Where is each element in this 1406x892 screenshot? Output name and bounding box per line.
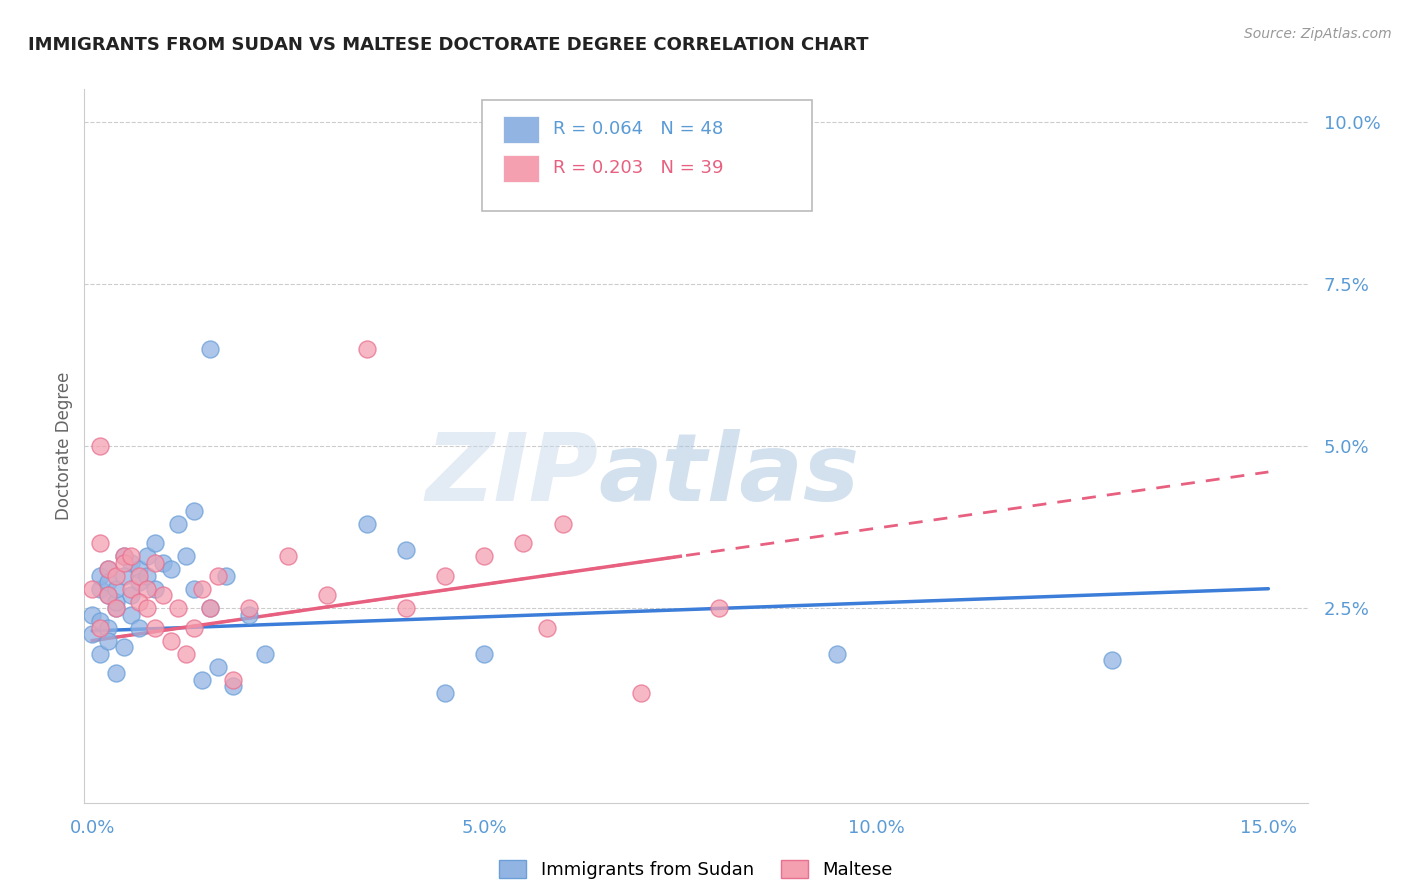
Point bbox=[97, 562, 120, 576]
Point bbox=[120, 582, 142, 596]
Point bbox=[395, 601, 418, 615]
Point bbox=[207, 568, 229, 582]
Point bbox=[104, 582, 127, 596]
Point bbox=[536, 621, 558, 635]
Point bbox=[104, 666, 127, 681]
Point bbox=[198, 342, 221, 356]
Point bbox=[128, 595, 150, 609]
Point bbox=[97, 588, 120, 602]
Point bbox=[136, 568, 159, 582]
Point bbox=[167, 601, 190, 615]
Point bbox=[128, 621, 150, 635]
Point bbox=[89, 568, 111, 582]
Point bbox=[89, 582, 111, 596]
Point bbox=[97, 575, 120, 590]
Point bbox=[222, 673, 245, 687]
Point bbox=[176, 647, 198, 661]
Point bbox=[112, 640, 135, 654]
Point bbox=[551, 516, 574, 531]
Point bbox=[152, 588, 174, 602]
Text: R = 0.064   N = 48: R = 0.064 N = 48 bbox=[553, 120, 723, 138]
Bar bbox=[503, 116, 540, 143]
Point bbox=[238, 601, 260, 615]
Point bbox=[136, 549, 159, 564]
Point bbox=[191, 582, 214, 596]
Point bbox=[82, 582, 104, 596]
Point bbox=[356, 342, 378, 356]
Text: IMMIGRANTS FROM SUDAN VS MALTESE DOCTORATE DEGREE CORRELATION CHART: IMMIGRANTS FROM SUDAN VS MALTESE DOCTORA… bbox=[28, 36, 869, 54]
Point bbox=[82, 627, 104, 641]
Point bbox=[198, 601, 221, 615]
Point bbox=[472, 549, 495, 564]
Point bbox=[356, 516, 378, 531]
Point bbox=[128, 575, 150, 590]
Point bbox=[82, 607, 104, 622]
Point bbox=[630, 685, 652, 699]
Point bbox=[167, 516, 190, 531]
Point bbox=[222, 679, 245, 693]
Point bbox=[143, 556, 166, 570]
Point bbox=[120, 607, 142, 622]
Point bbox=[112, 549, 135, 564]
Point bbox=[128, 562, 150, 576]
Point bbox=[316, 588, 339, 602]
Point bbox=[159, 562, 181, 576]
Point bbox=[238, 607, 260, 622]
Point bbox=[512, 536, 534, 550]
Point bbox=[1101, 653, 1123, 667]
FancyBboxPatch shape bbox=[482, 100, 813, 211]
Point bbox=[120, 556, 142, 570]
Point bbox=[183, 582, 205, 596]
Text: ZIP: ZIP bbox=[425, 428, 598, 521]
Point bbox=[89, 647, 111, 661]
Text: R = 0.203   N = 39: R = 0.203 N = 39 bbox=[553, 159, 723, 177]
Point bbox=[120, 588, 142, 602]
Point bbox=[104, 601, 127, 615]
Point bbox=[395, 542, 418, 557]
Point bbox=[472, 647, 495, 661]
Point bbox=[104, 568, 127, 582]
Point bbox=[89, 439, 111, 453]
Legend: Immigrants from Sudan, Maltese: Immigrants from Sudan, Maltese bbox=[492, 853, 900, 887]
Point bbox=[97, 588, 120, 602]
Point bbox=[152, 556, 174, 570]
Point bbox=[112, 556, 135, 570]
Point bbox=[104, 595, 127, 609]
Point bbox=[198, 601, 221, 615]
Point bbox=[97, 621, 120, 635]
Point bbox=[112, 568, 135, 582]
Point bbox=[143, 621, 166, 635]
Point bbox=[97, 562, 120, 576]
Y-axis label: Doctorate Degree: Doctorate Degree bbox=[55, 372, 73, 520]
Text: Source: ZipAtlas.com: Source: ZipAtlas.com bbox=[1244, 27, 1392, 41]
Point bbox=[104, 601, 127, 615]
Point bbox=[709, 601, 731, 615]
Point bbox=[97, 633, 120, 648]
Point bbox=[89, 614, 111, 628]
Point bbox=[191, 673, 214, 687]
Point bbox=[89, 536, 111, 550]
Point bbox=[277, 549, 299, 564]
Point bbox=[120, 549, 142, 564]
Point bbox=[136, 582, 159, 596]
Text: atlas: atlas bbox=[598, 428, 859, 521]
Point bbox=[89, 621, 111, 635]
Point bbox=[128, 568, 150, 582]
Point bbox=[207, 659, 229, 673]
Point bbox=[136, 601, 159, 615]
Point bbox=[434, 685, 457, 699]
Point bbox=[159, 633, 181, 648]
Point bbox=[214, 568, 236, 582]
Point bbox=[434, 568, 457, 582]
Point bbox=[825, 647, 848, 661]
Point bbox=[253, 647, 276, 661]
Point bbox=[143, 536, 166, 550]
Point bbox=[176, 549, 198, 564]
Bar bbox=[503, 155, 540, 182]
Point bbox=[143, 582, 166, 596]
Point bbox=[183, 504, 205, 518]
Point bbox=[112, 549, 135, 564]
Point bbox=[183, 621, 205, 635]
